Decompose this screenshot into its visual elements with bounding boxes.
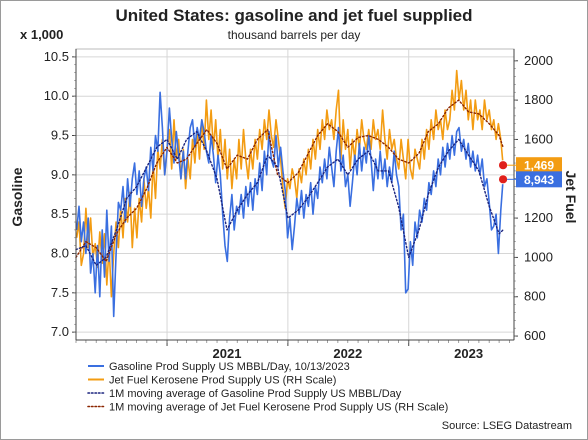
left-tick-label: 9.5 bbox=[51, 128, 69, 143]
left-tick-label: 8.0 bbox=[51, 245, 69, 260]
legend: Gasoline Prod Supply US MBBL/Day, 10/13/… bbox=[87, 361, 448, 414]
left-axis-multiplier: x 1,000 bbox=[20, 27, 63, 42]
legend-label: 1M moving average of Jet Fuel Kerosene P… bbox=[109, 402, 448, 414]
left-tick-label: 10.5 bbox=[44, 49, 69, 64]
chart-title: United States: gasoline and jet fuel sup… bbox=[115, 6, 472, 25]
chart-subtitle: thousand barrels per day bbox=[228, 28, 361, 42]
right-axis-title: Jet Fuel bbox=[563, 171, 579, 224]
legend-label: Jet Fuel Kerosene Prod Supply US (RH Sca… bbox=[109, 375, 336, 387]
right-tick-label: 1200 bbox=[524, 210, 553, 225]
end-value-label: 1,469 bbox=[524, 159, 554, 173]
left-tick-label: 10.0 bbox=[44, 88, 69, 103]
right-tick-label: 1600 bbox=[524, 131, 553, 146]
legend-label: Gasoline Prod Supply US MBBL/Day, 10/13/… bbox=[109, 361, 350, 373]
gasoline-line bbox=[75, 91, 504, 318]
end-value-label: 8,943 bbox=[524, 173, 554, 187]
end-marker-dot bbox=[498, 160, 508, 171]
source-note: Source: LSEG Datastream bbox=[442, 420, 572, 432]
legend-label: 1M moving average of Gasoline Prod Suppl… bbox=[109, 388, 402, 400]
right-tick-label: 600 bbox=[524, 328, 546, 343]
left-tick-label: 9.0 bbox=[51, 167, 69, 182]
grid-layer bbox=[75, 48, 515, 341]
right-tick-label: 1800 bbox=[524, 92, 553, 107]
left-tick-label: 7.5 bbox=[51, 285, 69, 300]
x-tick-label: 2023 bbox=[454, 346, 483, 361]
series-layer bbox=[75, 69, 504, 318]
jet-fuel-ma-line bbox=[75, 99, 504, 263]
left-tick-label: 8.5 bbox=[51, 206, 69, 221]
plot-area bbox=[75, 48, 515, 341]
end-value-badge bbox=[516, 157, 562, 174]
right-tick-label: 800 bbox=[524, 289, 546, 304]
x-tick-label: 2022 bbox=[333, 346, 362, 361]
right-tick-label: 2000 bbox=[524, 53, 553, 68]
end-value-badge bbox=[516, 171, 562, 188]
right-tick-label: 1000 bbox=[524, 249, 553, 264]
gasoline-ma-line bbox=[75, 130, 504, 266]
x-tick-label: 2021 bbox=[213, 346, 242, 361]
left-tick-label: 7.0 bbox=[51, 324, 69, 339]
left-axis-title: Gasoline bbox=[9, 167, 25, 226]
axis-layer: 7.0 7.5 8.0 8.5 9.0 9.5 10.0 10.5 600 800 1000 1200… bbox=[44, 49, 553, 361]
end-marker-dot bbox=[498, 174, 508, 185]
jet-fuel-line bbox=[75, 69, 504, 298]
